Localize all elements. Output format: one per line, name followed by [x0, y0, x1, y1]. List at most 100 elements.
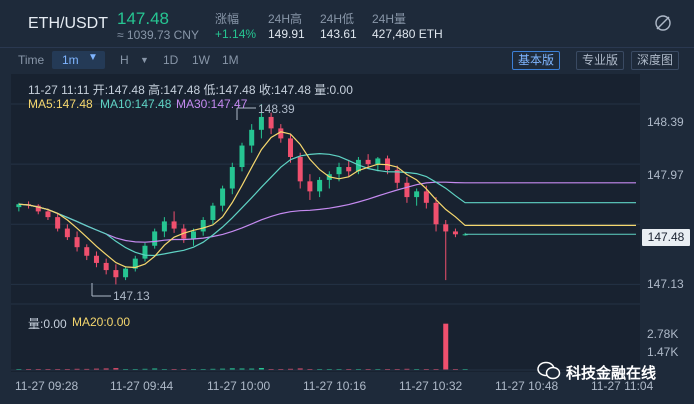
time-tick: 11-27 10:32: [399, 379, 463, 393]
volume-bar: [84, 368, 90, 370]
high-value: 149.91: [268, 27, 305, 41]
interval-1d[interactable]: 1D: [163, 53, 179, 67]
volume-bar: [297, 368, 303, 370]
candle-body: [35, 205, 41, 212]
high-label: 24H高: [268, 12, 303, 26]
view-basic-button[interactable]: 基本版: [512, 51, 561, 70]
volume-bar: [152, 368, 158, 370]
volume-bar: [404, 368, 410, 370]
volume-chart[interactable]: [11, 305, 640, 372]
interval-selected: 1m: [62, 53, 79, 67]
cny-price: ≈ 1039.73 CNY: [117, 28, 199, 42]
candle-body: [45, 211, 51, 218]
volume-bar: [142, 368, 148, 370]
time-button[interactable]: Time: [18, 53, 45, 67]
candle-body: [142, 245, 148, 259]
volume-value: 427,480 ETH: [372, 27, 443, 41]
volume-bar: [249, 368, 255, 370]
candle-body: [93, 255, 99, 263]
candle-body: [443, 224, 449, 232]
volume-info: 量:0.00: [28, 317, 67, 331]
candle-body: [210, 205, 216, 220]
volume-bar: [239, 368, 245, 370]
chart-toolbar: Time 1m ▼ H ▼ 1D 1W 1M 基本版 专业版 深度图: [0, 47, 694, 72]
interval-h[interactable]: H: [120, 53, 129, 67]
ma5-line: [18, 131, 636, 269]
pair-name[interactable]: ETH/USDT: [28, 15, 108, 32]
candle-body: [64, 228, 70, 238]
view-pro-button[interactable]: 专业版: [576, 51, 625, 70]
low-value: 143.61: [320, 27, 357, 41]
candle-body: [190, 231, 196, 239]
candle-body: [375, 158, 381, 165]
volume-bar: [258, 368, 264, 370]
change-value: +1.14%: [215, 27, 257, 41]
price-tick: 147.13: [647, 277, 684, 291]
interval-1w[interactable]: 1W: [192, 53, 210, 67]
candle-body: [161, 221, 167, 232]
candle-body: [16, 204, 22, 208]
change-label: 涨幅: [215, 12, 240, 26]
candle-body: [74, 237, 80, 248]
ma10-line: [18, 152, 636, 257]
ma20-info: MA20:0.00: [72, 315, 131, 329]
volume-bar: [113, 368, 119, 370]
candle-body: [249, 129, 255, 146]
interval-select[interactable]: 1m ▼: [52, 51, 105, 69]
candle-body: [229, 167, 235, 189]
ma30-line: [18, 181, 636, 243]
market-header: ETH/USDT 147.48 ≈ 1039.73 CNY 涨幅 +1.14% …: [0, 0, 694, 46]
time-tick: 11-27 10:48: [495, 379, 559, 393]
volume-tick: 1.47K: [647, 345, 679, 359]
chevron-down-icon[interactable]: ▼: [140, 55, 149, 65]
volume-bar: [220, 368, 226, 370]
candle-body: [307, 181, 313, 192]
time-tick: 11-27 10:16: [303, 379, 367, 393]
candle-body: [365, 159, 371, 165]
price-tick: 148.39: [647, 115, 684, 129]
candle-body: [268, 116, 274, 129]
volume-bar: [74, 368, 80, 370]
volume-bar: [229, 368, 235, 370]
candle-body: [317, 179, 323, 192]
ohlc-info: 11-27 11:11 开:147.48 高:147.48 低:147.48 收…: [28, 83, 353, 97]
ma30-info: MA30:147.47: [176, 97, 248, 111]
time-tick: 11-27 09:28: [15, 379, 79, 393]
ma5-info: MA5:147.48: [28, 97, 93, 111]
candle-body: [123, 268, 129, 278]
candle-body: [152, 231, 158, 246]
candle-body: [132, 258, 138, 269]
high-annotation: 148.39: [258, 102, 295, 116]
candle-body: [200, 219, 206, 232]
interval-1m[interactable]: 1M: [222, 53, 239, 67]
candle-body: [297, 157, 303, 182]
price-tick: 147.97: [647, 168, 684, 182]
volume-bar: [443, 323, 449, 370]
chevron-down-icon: ▼: [88, 52, 98, 63]
time-tick: 11-27 09:44: [110, 379, 174, 393]
volume-tick: 2.78K: [647, 327, 679, 341]
candle-body: [220, 188, 226, 206]
candle-body: [414, 191, 420, 198]
volume-bar: [210, 368, 216, 370]
candle-body: [113, 270, 119, 278]
candle-body: [433, 202, 439, 225]
candle-body: [258, 116, 264, 130]
current-price-tag: 147.48: [642, 229, 690, 246]
candle-body: [103, 262, 109, 271]
ma10-info: MA10:147.48: [100, 97, 172, 111]
volume-bar: [288, 368, 294, 370]
candle-body: [288, 138, 294, 158]
watermark-text: 科技金融在线: [566, 365, 657, 382]
low-label: 24H低: [320, 12, 355, 26]
view-depth-button[interactable]: 深度图: [631, 51, 680, 70]
wechat-icon: [537, 361, 561, 380]
candle-body: [346, 167, 352, 172]
draw-tool-icon[interactable]: [654, 14, 672, 32]
candle-body: [404, 182, 410, 198]
candle-body: [423, 191, 429, 203]
low-annotation: 147.13: [113, 289, 150, 303]
candle-body: [355, 159, 361, 172]
candle-body: [336, 167, 342, 175]
